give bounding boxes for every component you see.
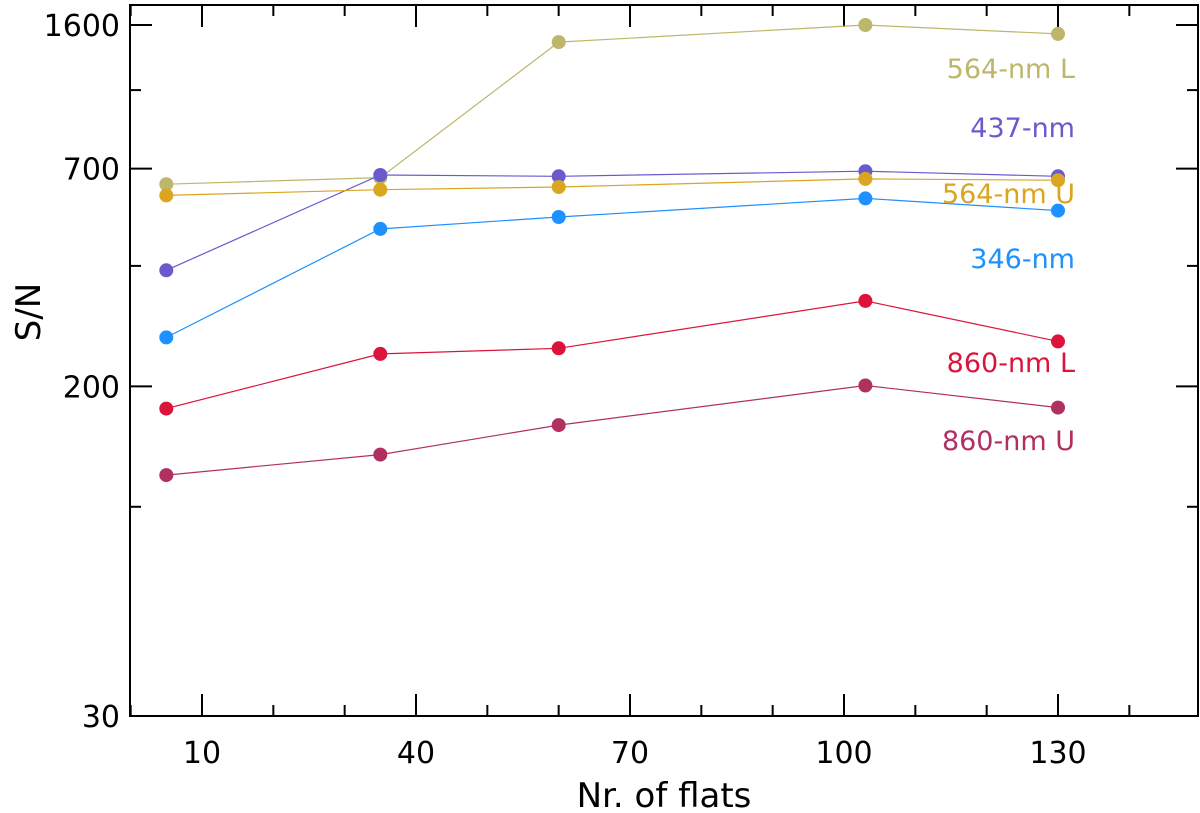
data-point: [159, 177, 174, 192]
data-point: [551, 341, 566, 356]
series-label: 564-nm L: [947, 54, 1075, 85]
data-point: [1051, 203, 1065, 218]
data-point: [551, 169, 566, 184]
plot-frame: [129, 4, 1199, 717]
data-point: [1051, 26, 1065, 41]
series-line: [166, 24, 1059, 185]
data-point: [551, 418, 566, 433]
data-point: [858, 378, 873, 393]
series-label: 860-nm L: [947, 348, 1075, 379]
series-line: [166, 197, 1059, 338]
y-tick-label: 1600: [44, 9, 120, 44]
series-label: 564-nm U: [942, 179, 1075, 210]
data-point: [159, 468, 174, 483]
data-point: [159, 330, 174, 345]
series-label: 860-nm U: [942, 426, 1075, 457]
x-tick-label: 100: [815, 736, 872, 771]
data-point: [373, 221, 388, 236]
data-point: [858, 191, 873, 206]
data-point: [373, 168, 388, 182]
x-tick-label: 10: [183, 736, 221, 771]
series-labels: 564-nm L 437-nm 564-nm U 346-nm 860-nm L 860-…: [942, 54, 1075, 457]
x-axis-ticks: 10 40 70 100 130: [129, 5, 1131, 771]
series-label: 437-nm: [970, 113, 1075, 144]
y-tick-label: 200: [63, 370, 120, 405]
x-axis-title: Nr. of flats: [577, 776, 752, 813]
x-tick-label: 70: [611, 736, 649, 771]
data-point: [551, 35, 566, 50]
series-layer: [159, 18, 1065, 483]
data-point: [373, 346, 388, 361]
data-point: [159, 401, 174, 416]
data-point: [1051, 400, 1065, 415]
series-line: [166, 384, 1059, 476]
y-axis-ticks: 30 200 700 1600: [44, 9, 1198, 735]
data-point: [858, 171, 873, 186]
data-point: [1051, 334, 1065, 349]
data-point: [551, 180, 566, 194]
data-point: [373, 447, 388, 462]
x-tick-label: 130: [1029, 736, 1086, 771]
data-point: [159, 188, 174, 203]
y-tick-label: 700: [63, 153, 120, 188]
data-point: [159, 263, 174, 278]
x-tick-label: 40: [397, 736, 435, 771]
data-point: [858, 293, 873, 308]
series-line: [166, 178, 1059, 196]
data-point: [373, 182, 388, 197]
data-point: [551, 210, 566, 224]
data-point: [858, 18, 873, 32]
y-tick-label: 30: [82, 700, 120, 735]
series-label: 346-nm: [970, 244, 1075, 275]
y-axis-title: S/N: [9, 283, 49, 341]
data-point: [1051, 173, 1065, 188]
